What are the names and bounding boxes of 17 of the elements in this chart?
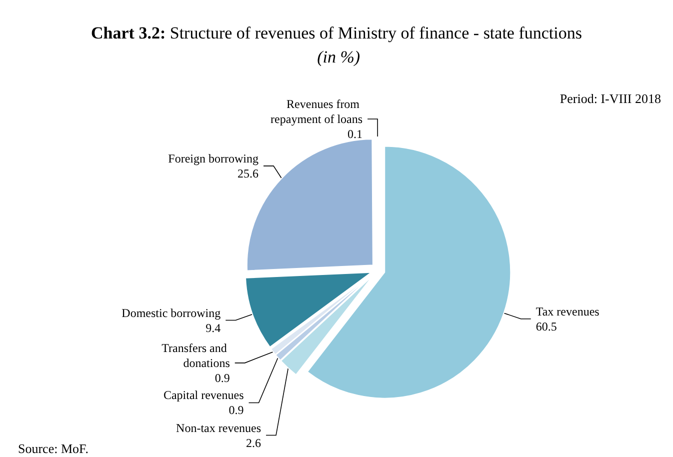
slice-label: Transfers and donations xyxy=(162,340,230,370)
slice-label: Non-tax revenues xyxy=(176,420,262,435)
slice-label: Foreign borrowing xyxy=(168,151,259,166)
data-label: 0.9 xyxy=(228,403,244,418)
data-label: 9.4 xyxy=(206,320,221,335)
text: Period: I-VIII 2018 xyxy=(560,91,662,106)
source-note: Source: MoF. xyxy=(18,441,88,456)
data-label: 60.5 xyxy=(536,319,557,334)
slice-label: Revenues from repayment of loans xyxy=(270,97,363,126)
data-label: 25.6 xyxy=(238,166,259,180)
slice-label: Domestic borrowing xyxy=(122,306,221,320)
data-label: 0.9 xyxy=(214,370,230,385)
slice-label: Tax revenues xyxy=(536,304,600,318)
chart-title: Chart 3.2: Structure of revenues of Ministry of finance - state functions (in %) xyxy=(91,24,582,66)
slice-label: Capital revenues xyxy=(163,388,244,402)
data-label: 0.1 xyxy=(348,127,363,141)
data-label: 2.6 xyxy=(246,436,262,450)
